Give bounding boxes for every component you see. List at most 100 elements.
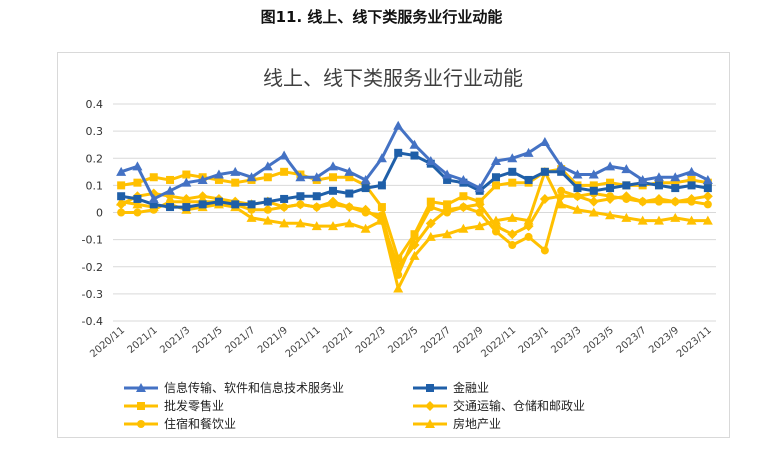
- data-point: [279, 218, 290, 228]
- data-point: [426, 197, 435, 206]
- data-point: [133, 194, 142, 203]
- data-point: [279, 150, 290, 160]
- data-point: [458, 223, 469, 233]
- x-tick-label: 2022/11: [479, 325, 518, 360]
- data-point: [425, 231, 436, 241]
- data-point: [475, 208, 484, 217]
- legend-item[interactable]: 批发零售业: [124, 398, 224, 413]
- legend-marker: [136, 383, 146, 392]
- legend-label: 信息传输、软件和信息技术服务业: [164, 380, 344, 395]
- data-point: [508, 241, 517, 250]
- data-point: [247, 200, 256, 209]
- data-point: [589, 181, 598, 190]
- data-point: [394, 148, 403, 157]
- y-tick-label: 0.3: [86, 125, 104, 138]
- legend-item[interactable]: 房地产业: [413, 416, 501, 431]
- data-point: [376, 153, 387, 163]
- x-tick-label: 2021/3: [158, 325, 192, 356]
- x-tick-label: 2023/1: [517, 325, 551, 356]
- y-tick-label: -0.3: [82, 288, 103, 301]
- data-point: [312, 192, 321, 201]
- data-point: [507, 229, 518, 240]
- x-tick-label: 2021/11: [284, 325, 323, 360]
- data-point: [490, 155, 501, 165]
- series-lines: [116, 120, 713, 293]
- y-tick-label: -0.2: [82, 261, 103, 274]
- data-point: [556, 191, 567, 202]
- y-tick-label: -0.4: [82, 315, 103, 328]
- grid-lines: [113, 103, 716, 322]
- data-point: [132, 161, 143, 171]
- data-point: [214, 175, 223, 184]
- x-tick-label: 2023/7: [615, 325, 649, 356]
- data-point: [295, 199, 306, 210]
- data-point: [605, 210, 616, 220]
- x-tick-label: 2022/5: [386, 325, 420, 356]
- data-point: [182, 170, 191, 179]
- series-1: [117, 148, 712, 212]
- data-point: [311, 172, 322, 182]
- legend-marker: [425, 401, 435, 411]
- data-point: [393, 283, 404, 293]
- data-point: [491, 173, 500, 182]
- data-point: [686, 166, 697, 176]
- data-point: [262, 161, 273, 171]
- data-point: [263, 173, 272, 182]
- data-point: [442, 169, 453, 179]
- data-point: [621, 164, 632, 174]
- data-point: [474, 221, 485, 231]
- data-point: [523, 221, 534, 232]
- y-tick-label: 0.1: [86, 179, 104, 192]
- data-point: [605, 193, 616, 204]
- x-tick-label: 2022/7: [419, 325, 453, 356]
- legend-label: 交通运输、仓储和邮政业: [453, 398, 585, 413]
- data-point: [394, 270, 403, 279]
- y-tick-label: 0.2: [86, 152, 104, 165]
- data-point: [296, 192, 305, 201]
- legend-item[interactable]: 交通运输、仓储和邮政业: [413, 398, 585, 413]
- data-point: [606, 178, 615, 187]
- data-point: [588, 196, 599, 207]
- data-point: [508, 167, 517, 176]
- data-point: [637, 174, 648, 184]
- legend-marker: [137, 402, 145, 410]
- data-point: [475, 197, 484, 206]
- data-point: [197, 174, 208, 184]
- data-point: [573, 184, 582, 193]
- data-point: [345, 189, 354, 198]
- data-point: [280, 167, 289, 176]
- data-point: [588, 169, 599, 179]
- data-point: [443, 200, 452, 209]
- data-point: [557, 167, 566, 176]
- data-point: [572, 169, 583, 179]
- data-point: [605, 161, 616, 171]
- legend-item[interactable]: 信息传输、软件和信息技术服务业: [124, 380, 344, 395]
- data-point: [117, 208, 126, 217]
- data-point: [508, 178, 517, 187]
- data-point: [491, 227, 500, 236]
- data-point: [606, 184, 615, 193]
- data-point: [166, 203, 175, 212]
- data-point: [214, 197, 223, 206]
- data-point: [703, 200, 712, 209]
- x-tick-label: 2023/11: [675, 325, 714, 360]
- y-tick-label: 0: [96, 207, 103, 220]
- data-point: [246, 212, 257, 222]
- data-point: [653, 172, 664, 182]
- data-point: [507, 153, 518, 163]
- data-point: [442, 229, 453, 239]
- legend-item[interactable]: 金融业: [413, 380, 489, 395]
- data-point: [443, 175, 452, 184]
- data-point: [637, 196, 648, 207]
- data-point: [116, 199, 127, 210]
- data-point: [540, 246, 549, 255]
- data-point: [361, 184, 370, 193]
- data-point: [393, 261, 404, 272]
- data-point: [557, 186, 566, 195]
- data-point: [181, 193, 192, 204]
- legend-item[interactable]: 住宿和餐饮业: [124, 416, 236, 431]
- data-point: [459, 192, 468, 201]
- data-point: [539, 136, 550, 146]
- data-point: [540, 167, 549, 176]
- figure-title: 图11. 线上、线下类服务业行业动能: [260, 8, 503, 26]
